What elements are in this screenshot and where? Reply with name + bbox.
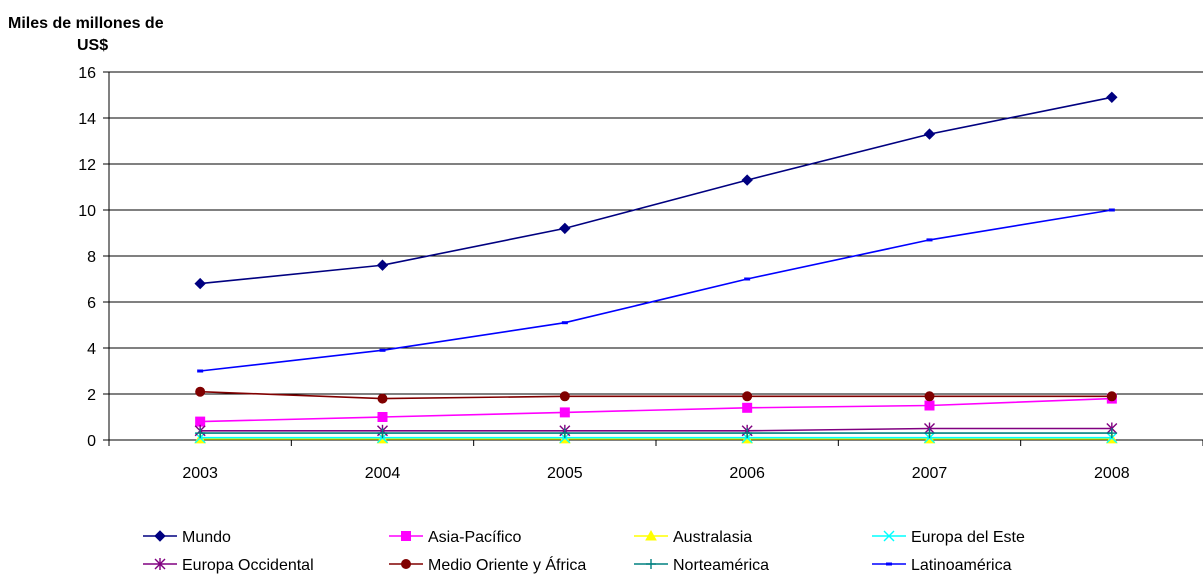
axes: 0 2 4 6 8 10 12 14 16 2003 2004 2005 2006 2007 2008 bbox=[78, 65, 1203, 482]
y-tick-label: 10 bbox=[78, 203, 96, 220]
series-norteamerica bbox=[195, 428, 1117, 439]
data-point-mundo bbox=[376, 259, 389, 271]
data-point-latinoamerica bbox=[561, 321, 568, 325]
x-tick-label: 2006 bbox=[729, 465, 765, 482]
data-point-asia-pacifico bbox=[924, 400, 935, 411]
y-axis-label-line-1: Miles de millones de bbox=[8, 15, 164, 32]
legend-label: Europa del Este bbox=[911, 529, 1025, 546]
series-latinoamerica bbox=[197, 208, 1115, 373]
series-line-medio-oriente-y-africa bbox=[200, 390, 1112, 400]
data-point-medio-oriente-y-africa bbox=[924, 391, 935, 402]
data-point-medio-oriente-y-africa bbox=[1106, 391, 1117, 402]
x-tick-label: 2005 bbox=[547, 465, 583, 482]
x-tick-label: 2003 bbox=[182, 465, 218, 482]
x-tick-label: 2007 bbox=[912, 465, 948, 482]
legend-label: Europa Occidental bbox=[182, 557, 314, 574]
legend-marker bbox=[401, 531, 411, 541]
legend-label: Australasia bbox=[673, 529, 752, 546]
legend-marker bbox=[154, 530, 166, 542]
legend-item-europa-del-este: Europa del Este bbox=[872, 529, 1025, 546]
series-medio-oriente-y-africa bbox=[195, 386, 1117, 404]
data-point-latinoamerica bbox=[744, 277, 751, 281]
series-mundo bbox=[194, 91, 1118, 290]
data-point-asia-pacifico bbox=[377, 412, 388, 422]
legend-label: Asia-Pacífico bbox=[428, 529, 521, 546]
legend-item-latinoamerica: Latinoamérica bbox=[872, 557, 1012, 574]
data-point-medio-oriente-y-africa bbox=[377, 393, 388, 404]
data-point-mundo bbox=[194, 277, 206, 290]
data-point-norteamerica bbox=[195, 428, 206, 439]
data-point-latinoamerica bbox=[379, 348, 386, 352]
data-point-norteamerica bbox=[1106, 428, 1117, 439]
legend-marker bbox=[883, 530, 895, 542]
series-line-mundo bbox=[200, 96, 1112, 285]
data-point-norteamerica bbox=[742, 428, 753, 439]
series-line-europa-occidental bbox=[200, 427, 1112, 432]
series-line-latinoamerica bbox=[200, 209, 1112, 372]
data-point-latinoamerica bbox=[926, 238, 933, 242]
y-tick-label: 0 bbox=[87, 433, 96, 450]
legend-label: Medio Oriente y África bbox=[428, 555, 586, 574]
y-tick-label: 4 bbox=[87, 341, 96, 358]
legend-item-australasia: Australasia bbox=[634, 529, 752, 546]
data-point-mundo bbox=[923, 128, 936, 140]
legend-marker bbox=[886, 562, 892, 566]
y-tick-label: 12 bbox=[78, 157, 96, 174]
data-point-asia-pacifico bbox=[559, 407, 570, 418]
legend-label: Mundo bbox=[182, 529, 231, 546]
y-tick-label: 6 bbox=[87, 295, 96, 312]
legend-label: Latinoamérica bbox=[911, 557, 1012, 574]
legend-marker bbox=[646, 559, 656, 569]
data-point-latinoamerica bbox=[197, 369, 204, 373]
data-point-asia-pacifico bbox=[742, 402, 753, 413]
legend-item-asia-pacifico: Asia-Pacífico bbox=[389, 529, 521, 546]
legend-item-medio-oriente-y-africa: Medio Oriente y África bbox=[389, 555, 586, 574]
data-point-latinoamerica bbox=[1108, 208, 1115, 212]
gridlines bbox=[109, 71, 1203, 395]
legend-label: Norteamérica bbox=[673, 557, 769, 574]
series-asia-pacifico bbox=[195, 393, 1117, 427]
series-europa-occidental bbox=[194, 422, 1118, 437]
legend-item-europa-occidental: Europa Occidental bbox=[143, 557, 314, 574]
legend: Mundo Asia-Pacífico Australasia Europa del … bbox=[143, 529, 1025, 574]
legend-marker bbox=[401, 559, 411, 569]
data-point-asia-pacifico bbox=[195, 416, 206, 427]
y-tick-label: 8 bbox=[87, 249, 96, 266]
y-tick-label: 2 bbox=[87, 387, 96, 404]
y-tick-label: 14 bbox=[78, 111, 96, 128]
y-axis-label-line-2: US$ bbox=[77, 37, 108, 54]
data-point-norteamerica bbox=[559, 428, 570, 439]
data-point-norteamerica bbox=[377, 428, 388, 439]
data-point-medio-oriente-y-africa bbox=[195, 386, 206, 397]
legend-item-mundo: Mundo bbox=[143, 529, 231, 546]
x-tick-label: 2004 bbox=[365, 465, 401, 482]
series-line-asia-pacifico bbox=[200, 397, 1112, 423]
legend-marker bbox=[154, 558, 166, 570]
data-point-mundo bbox=[1106, 91, 1118, 104]
data-point-medio-oriente-y-africa bbox=[559, 391, 570, 402]
data-point-mundo bbox=[741, 174, 753, 186]
data-point-medio-oriente-y-africa bbox=[742, 391, 753, 402]
legend-marker bbox=[645, 529, 657, 541]
x-tick-label: 2008 bbox=[1094, 465, 1130, 482]
series-lines bbox=[194, 91, 1118, 444]
data-point-norteamerica bbox=[924, 428, 935, 439]
y-tick-label: 16 bbox=[78, 65, 96, 82]
legend-item-norteamerica: Norteamérica bbox=[634, 557, 769, 574]
data-point-mundo bbox=[559, 222, 571, 235]
marker-stroke bbox=[883, 530, 895, 542]
